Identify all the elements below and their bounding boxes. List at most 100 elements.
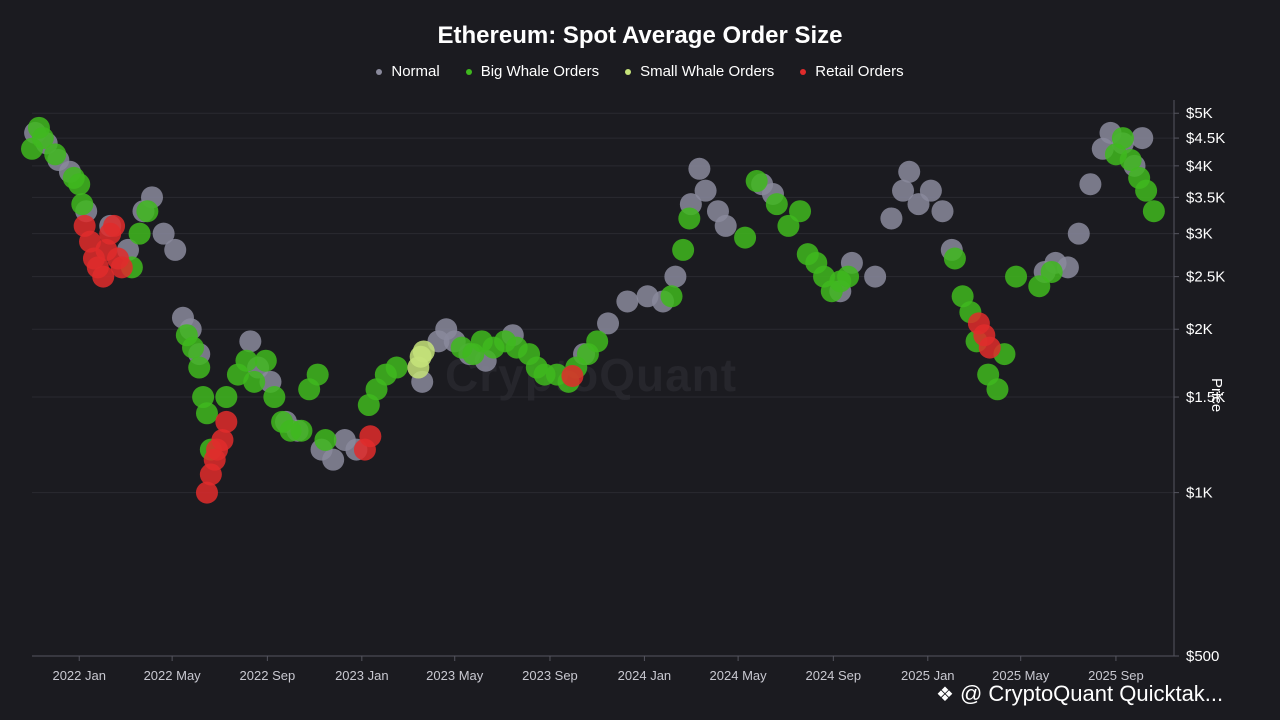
point-big-whale: [777, 214, 800, 237]
point-retail: [110, 256, 133, 279]
point-big-whale: [745, 170, 768, 193]
legend-item-retail[interactable]: Retail Orders: [800, 63, 904, 80]
legend-dot-big-whale: [465, 68, 472, 75]
point-big-whale: [136, 200, 159, 223]
point-big-whale: [31, 127, 54, 150]
point-retail: [359, 425, 382, 448]
point-big-whale: [672, 238, 695, 261]
y-tick-label: $2.5K: [1186, 269, 1225, 286]
point-normal: [239, 330, 262, 353]
point-big-whale: [71, 193, 94, 216]
point-big-whale: [734, 226, 757, 249]
point-big-whale: [1005, 265, 1028, 288]
legend-label-normal: Normal: [391, 63, 440, 80]
legend-item-big-whale[interactable]: Big Whale Orders: [465, 63, 600, 80]
point-normal: [322, 448, 345, 471]
point-normal: [1131, 127, 1154, 150]
legend-dot-small-whale: [625, 68, 632, 75]
point-retail: [79, 230, 102, 253]
point-big-whale: [586, 330, 609, 353]
point-big-whale: [837, 265, 860, 288]
y-tick-label: $1K: [1186, 485, 1213, 502]
point-normal: [892, 179, 915, 202]
x-tick-label: 2023 May: [426, 668, 484, 683]
point-big-whale: [263, 386, 286, 409]
point-big-whale: [68, 173, 91, 196]
point-normal: [1067, 222, 1090, 245]
legend-dot-normal: [376, 68, 383, 75]
legend-item-normal[interactable]: Normal: [376, 63, 440, 80]
point-retail: [215, 410, 238, 433]
x-tick-label: 2025 May: [992, 668, 1050, 683]
point-normal: [898, 160, 921, 183]
point-big-whale: [385, 356, 408, 379]
point-normal: [664, 265, 687, 288]
point-big-whale: [182, 336, 205, 359]
point-big-whale: [678, 207, 701, 230]
point-normal: [919, 179, 942, 202]
point-big-whale: [1142, 200, 1165, 223]
point-retail: [978, 336, 1001, 359]
point-big-whale: [314, 429, 337, 452]
point-retail: [103, 214, 126, 237]
point-retail: [211, 429, 234, 452]
point-big-whale: [44, 143, 67, 166]
x-tick-label: 2025 Jan: [901, 668, 955, 683]
point-big-whale: [243, 370, 266, 393]
point-big-whale: [235, 349, 258, 372]
y-tick-label: $1.5K: [1186, 389, 1225, 406]
series-retail: [73, 214, 1001, 504]
point-retail: [92, 265, 115, 288]
series-small-whale: [407, 340, 435, 379]
point-big-whale: [128, 222, 151, 245]
y-tick-label: $4.5K: [1186, 130, 1225, 147]
point-normal: [597, 312, 620, 335]
y-tick-label: $2K: [1186, 321, 1213, 338]
x-tick-label: 2024 Jan: [618, 668, 672, 683]
point-big-whale: [986, 378, 1009, 401]
legend-label-retail: Retail Orders: [815, 63, 904, 80]
point-normal: [931, 200, 954, 223]
binance-icon: ❖: [936, 683, 954, 706]
x-tick-label: 2024 Sep: [805, 668, 861, 683]
point-big-whale: [188, 356, 211, 379]
series-normal: [24, 121, 1154, 471]
series-big-whale: [21, 116, 1165, 461]
footer-attribution: ❖ @ CryptoQuant Quicktak...: [936, 681, 1276, 707]
point-big-whale: [1028, 275, 1051, 298]
y-tick-label: $5K: [1186, 105, 1213, 122]
y-tick-label: $3K: [1186, 226, 1213, 243]
y-tick-label: $500: [1186, 648, 1219, 665]
x-tick-label: 2022 May: [144, 668, 202, 683]
point-big-whale: [195, 402, 218, 425]
point-normal: [880, 207, 903, 230]
footer-text: @ CryptoQuant Quicktak...: [959, 681, 1224, 706]
point-normal: [864, 265, 887, 288]
x-tick-label: 2022 Jan: [52, 668, 106, 683]
point-normal: [1079, 173, 1102, 196]
point-big-whale: [1040, 260, 1063, 283]
point-big-whale: [765, 193, 788, 216]
point-normal: [688, 157, 711, 180]
y-axis-label: Price: [1208, 378, 1225, 413]
point-normal: [164, 238, 187, 261]
point-big-whale: [1111, 127, 1134, 150]
point-big-whale: [660, 285, 683, 308]
x-tick-label: 2024 May: [710, 668, 768, 683]
point-big-whale: [306, 363, 329, 386]
point-big-whale: [215, 386, 238, 409]
point-retail: [195, 481, 218, 504]
point-big-whale: [290, 419, 313, 442]
point-big-whale: [789, 200, 812, 223]
point-retail: [561, 365, 584, 388]
legend-label-big-whale: Big Whale Orders: [480, 63, 600, 80]
legend-item-small-whale[interactable]: Small Whale Orders: [625, 63, 774, 80]
point-big-whale: [254, 349, 277, 372]
legend-label-small-whale: Small Whale Orders: [640, 63, 775, 80]
point-big-whale: [943, 247, 966, 270]
y-tick-label: $3.5K: [1186, 189, 1225, 206]
x-tick-label: 2025 Sep: [1088, 668, 1144, 683]
point-big-whale: [1119, 149, 1142, 172]
legend-dot-retail: [800, 68, 807, 75]
